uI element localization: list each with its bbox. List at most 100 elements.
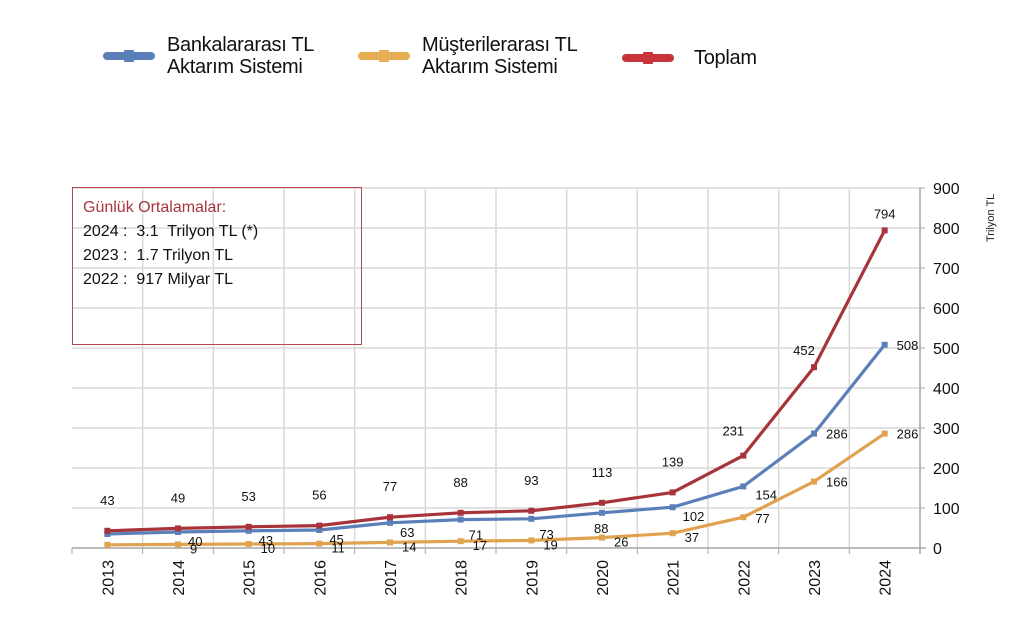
y-tick-label: 100 [933,501,960,518]
data-label-toplam: 93 [524,473,538,488]
y-tick-label: 800 [933,221,960,238]
daily-averages-annotation: Günlük Ortalamalar: 2024 : 3.1 Trilyon T… [72,187,362,345]
data-label-bankalararasi: 73 [539,527,553,542]
data-label-toplam: 49 [171,490,185,505]
data-label-bankalararasi: 40 [188,534,202,549]
data-point [528,537,535,544]
data-label-bankalararasi: 508 [897,338,919,353]
x-tick-label: 2017 [383,560,400,596]
y-tick-label: 400 [933,381,960,398]
y-tick-label: 600 [933,301,960,318]
data-label-toplam: 53 [241,489,255,504]
data-point [316,527,323,533]
data-label-musterilerarasi: 166 [826,475,848,490]
axes: 0 100 200 300 400 500 600 700 800 900 Trilyon TL 20… [71,181,997,596]
y-axis-title: Trilyon TL [985,194,997,242]
data-point [104,531,111,537]
data-label-bankalararasi: 43 [259,533,273,548]
legend-swatch-bankalararasi [103,50,155,62]
data-point [881,341,888,348]
data-label-toplam: 139 [662,454,684,469]
data-point [740,514,747,521]
series-line-2 [107,229,887,533]
data-label-toplam: 113 [592,465,613,480]
data-point [599,499,605,506]
data-labels: 43 49 53 56 77 88 93 113 139 231 452 794 40 43 45 63 71 7… [100,206,918,556]
data-label-toplam: 794 [874,206,896,221]
x-tick-label: 2021 [666,560,683,596]
data-point [599,534,605,541]
data-point [175,525,181,532]
y-tick-label: 700 [933,261,960,278]
data-point [387,519,393,526]
annotation-title: Günlük Ortalamalar: [83,199,227,216]
data-point [669,504,676,511]
data-point [811,478,817,485]
annotation-line-2023: 2023 : 1.7 Trilyon TL [83,247,234,264]
data-point [528,507,535,514]
data-point [669,489,676,496]
data-label-musterilerarasi: 14 [402,539,416,554]
chart-legend: Bankalararası TL Aktarım Sistemi Müşteri… [0,0,1032,100]
data-label-toplam: 43 [100,493,114,508]
data-point [740,452,747,459]
data-label-musterilerarasi: 26 [614,535,628,550]
x-tick-label: 2015 [242,560,259,596]
x-tick-label: 2019 [524,560,541,596]
data-label-bankalararasi: 71 [469,528,483,543]
y-tick-label: 900 [933,181,960,198]
data-label-musterilerarasi: 10 [261,541,275,556]
data-label-toplam: 56 [312,488,326,503]
data-point [457,516,464,523]
x-tick-label: 2013 [100,560,117,596]
y-tick-label: 500 [933,341,960,358]
data-label-musterilerarasi: 9 [190,541,197,556]
y-tick-label: 300 [933,421,960,438]
data-label-bankalararasi: 63 [400,525,414,540]
data-point [104,541,111,548]
data-label-musterilerarasi: 19 [543,537,557,552]
series-line-0 [107,343,886,536]
data-point [599,509,605,516]
data-label-bankalararasi: 88 [594,521,608,536]
x-tick-label: 2023 [807,560,824,596]
legend-label-toplam: Toplam [694,47,757,69]
legend-label-musterilerarasi: Müşterilerarası TL Aktarım Sistemi [422,34,578,78]
legend-item-bankalararasi: Bankalararası TL Aktarım Sistemi [103,34,314,78]
x-tick-label: 2022 [736,560,753,596]
legend-label-bankalararasi: Bankalararası TL Aktarım Sistemi [167,34,315,78]
data-point [881,227,888,234]
data-label-toplam: 452 [793,343,815,358]
annotation-line-2022: 2022 : 917 Milyar TL [83,271,234,288]
x-tick-label: 2016 [312,560,329,596]
data-point [669,530,676,537]
x-tick-label: 2020 [595,560,612,596]
legend-swatch-toplam [622,52,674,64]
y-tick-label: 200 [933,461,960,478]
data-point [811,364,817,371]
data-point [881,430,888,437]
data-label-musterilerarasi: 286 [897,427,919,442]
legend-item-toplam: Toplam [622,47,757,69]
x-tick-label: 2014 [171,560,188,596]
data-point [528,515,535,522]
data-point [740,483,747,490]
data-label-musterilerarasi: 11 [331,541,345,556]
data-point [245,523,252,530]
data-point [457,509,464,516]
data-label-bankalararasi: 102 [683,509,705,524]
data-label-musterilerarasi: 77 [755,511,769,526]
data-label-bankalararasi: 154 [755,487,777,502]
series-group [104,227,888,548]
annotation-line-2024: 2024 : 3.1 Trilyon TL (*) [83,223,259,240]
data-label-bankalararasi: 286 [826,427,848,442]
data-point [316,540,323,547]
legend-item-musterilerarasi: Müşterilerarası TL Aktarım Sistemi [358,34,578,78]
data-point [387,539,393,546]
data-point [175,529,181,535]
data-label-musterilerarasi: 17 [473,538,487,553]
data-label-bankalararasi: 45 [329,532,343,547]
data-point [457,538,464,545]
data-label-toplam: 77 [383,479,397,494]
